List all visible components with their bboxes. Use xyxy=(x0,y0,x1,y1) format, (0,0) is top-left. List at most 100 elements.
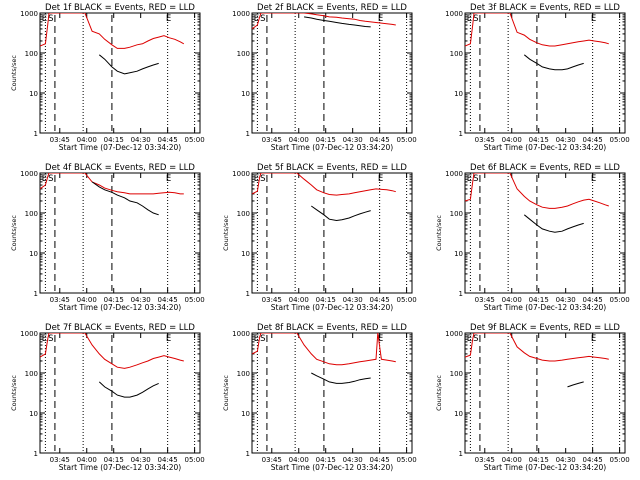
x-axis-label: Start Time (07-Dec-12 03:34:20) xyxy=(484,303,606,312)
x-tick-label: 03:45 xyxy=(50,456,70,464)
y-tick-label: 1 xyxy=(459,290,463,298)
event-marker-label: E xyxy=(378,14,383,24)
chart-title: Det 5f BLACK = Events, RED = LLD xyxy=(257,163,407,173)
y-tick-label: 1 xyxy=(34,450,38,458)
y-tick-label: 1000 xyxy=(20,330,38,338)
x-tick-label: 04:30 xyxy=(556,456,576,464)
panel-det-3: Det 3f BLACK = Events, RED = LLD 1 10 100 10… xyxy=(445,3,630,152)
x-tick-label: 05:00 xyxy=(397,296,417,304)
y-tick-label: 100 xyxy=(25,50,38,58)
series-group xyxy=(40,13,185,75)
chart-title: Det 8f BLACK = Events, RED = LLD xyxy=(257,323,407,333)
x-tick-label: 05:00 xyxy=(397,136,417,144)
series-lld-line xyxy=(465,333,609,362)
x-tick-label: 04:00 xyxy=(77,136,97,144)
x-tick-label: 03:45 xyxy=(50,136,70,144)
x-tick-label: 04:00 xyxy=(77,296,97,304)
series-events-line xyxy=(311,205,371,222)
x-tick-label: 03:45 xyxy=(475,136,495,144)
plot-frame xyxy=(39,172,201,294)
panel-det-4: Det 4f BLACK = Events, RED = LLD 1 10 100 10… xyxy=(10,163,205,312)
event-marker-label: E xyxy=(42,334,47,344)
y-tick-label: 1000 xyxy=(232,10,250,18)
chart-title: Det 1f BLACK = Events, RED = LLD xyxy=(45,3,195,13)
y-tick-label: 100 xyxy=(450,50,463,58)
y-tick-label: 100 xyxy=(450,370,463,378)
y-axis-label: Counts/sec xyxy=(10,375,18,411)
y-tick-label: 1000 xyxy=(20,10,38,18)
x-tick-label: 04:00 xyxy=(502,296,522,304)
y-axis-label: Counts/sec xyxy=(10,55,18,91)
x-tick-label: 04:45 xyxy=(370,296,390,304)
x-tick-label: 03:45 xyxy=(262,136,282,144)
series-group xyxy=(465,13,609,71)
plot-frame xyxy=(39,332,201,454)
x-tick-label: 03:45 xyxy=(262,296,282,304)
x-axis-label: Start Time (07-Dec-12 03:34:20) xyxy=(271,143,393,152)
x-tick-label: 03:45 xyxy=(475,456,495,464)
event-marker-label: S xyxy=(260,14,265,24)
plot-frame xyxy=(251,332,413,454)
event-marker-label: E xyxy=(591,334,596,344)
y-tick-label: 10 xyxy=(454,410,463,418)
series-lld-line xyxy=(40,333,184,369)
y-tick-label: 10 xyxy=(241,90,250,98)
series-group xyxy=(252,13,396,30)
y-tick-label: 100 xyxy=(237,370,250,378)
chart-title: Det 2f BLACK = Events, RED = LLD xyxy=(257,3,407,13)
x-tick-label: 03:45 xyxy=(262,456,282,464)
y-tick-label: 1000 xyxy=(445,330,463,338)
x-tick-label: 04:00 xyxy=(502,456,522,464)
event-marker-label: E xyxy=(591,174,596,184)
event-marker-label: S xyxy=(260,174,265,184)
y-tick-label: 1 xyxy=(34,130,38,138)
chart-title: Det 7f BLACK = Events, RED = LLD xyxy=(45,323,195,333)
panel-det-5: Det 5f BLACK = Events, RED = LLD 1 10 100 10… xyxy=(222,163,417,312)
event-marker-label: E xyxy=(378,174,383,184)
y-axis-label: Counts/sec xyxy=(222,215,230,251)
x-tick-label: 05:00 xyxy=(397,456,417,464)
y-tick-label: 1 xyxy=(246,450,250,458)
x-tick-label: 04:00 xyxy=(77,456,97,464)
plot-frame xyxy=(251,172,413,294)
event-marker-label: E xyxy=(254,174,259,184)
x-tick-label: 04:30 xyxy=(131,136,151,144)
y-tick-label: 10 xyxy=(29,250,38,258)
series-group xyxy=(40,173,184,216)
x-axis-label: Start Time (07-Dec-12 03:34:20) xyxy=(271,303,393,312)
x-tick-label: 04:00 xyxy=(289,296,309,304)
x-tick-label: 04:30 xyxy=(343,296,363,304)
event-marker-label: E xyxy=(378,334,383,344)
x-tick-label: 04:15 xyxy=(104,136,124,144)
series-events-line xyxy=(523,214,584,233)
y-tick-label: 1000 xyxy=(445,170,463,178)
x-tick-label: 04:15 xyxy=(316,296,336,304)
series-events-line xyxy=(98,381,159,398)
x-tick-label: 05:00 xyxy=(185,296,205,304)
y-tick-label: 10 xyxy=(241,410,250,418)
x-tick-label: 04:30 xyxy=(131,296,151,304)
panel-det-7: Det 7f BLACK = Events, RED = LLD 1 10 100 10… xyxy=(10,323,205,472)
event-marker-label: S xyxy=(48,14,53,24)
plot-frame xyxy=(464,172,626,294)
plot-frame xyxy=(39,12,201,134)
series-lld-line xyxy=(252,333,396,366)
x-tick-label: 04:15 xyxy=(316,136,336,144)
x-tick-label: 04:30 xyxy=(343,136,363,144)
x-tick-label: 04:30 xyxy=(343,456,363,464)
x-tick-label: 05:00 xyxy=(185,136,205,144)
x-tick-label: 04:30 xyxy=(556,296,576,304)
plot-frame xyxy=(464,332,626,454)
x-tick-label: 04:00 xyxy=(502,136,522,144)
event-marker-label: E xyxy=(254,334,259,344)
x-tick-label: 04:45 xyxy=(158,456,178,464)
event-marker-label: E xyxy=(42,14,47,24)
x-axis-label: Start Time (07-Dec-12 03:34:20) xyxy=(59,143,181,152)
y-tick-label: 1 xyxy=(246,290,250,298)
y-tick-label: 1000 xyxy=(445,10,463,18)
x-tick-label: 05:00 xyxy=(610,456,630,464)
series-group xyxy=(252,333,396,384)
x-tick-label: 04:45 xyxy=(583,456,603,464)
y-tick-label: 100 xyxy=(450,210,463,218)
